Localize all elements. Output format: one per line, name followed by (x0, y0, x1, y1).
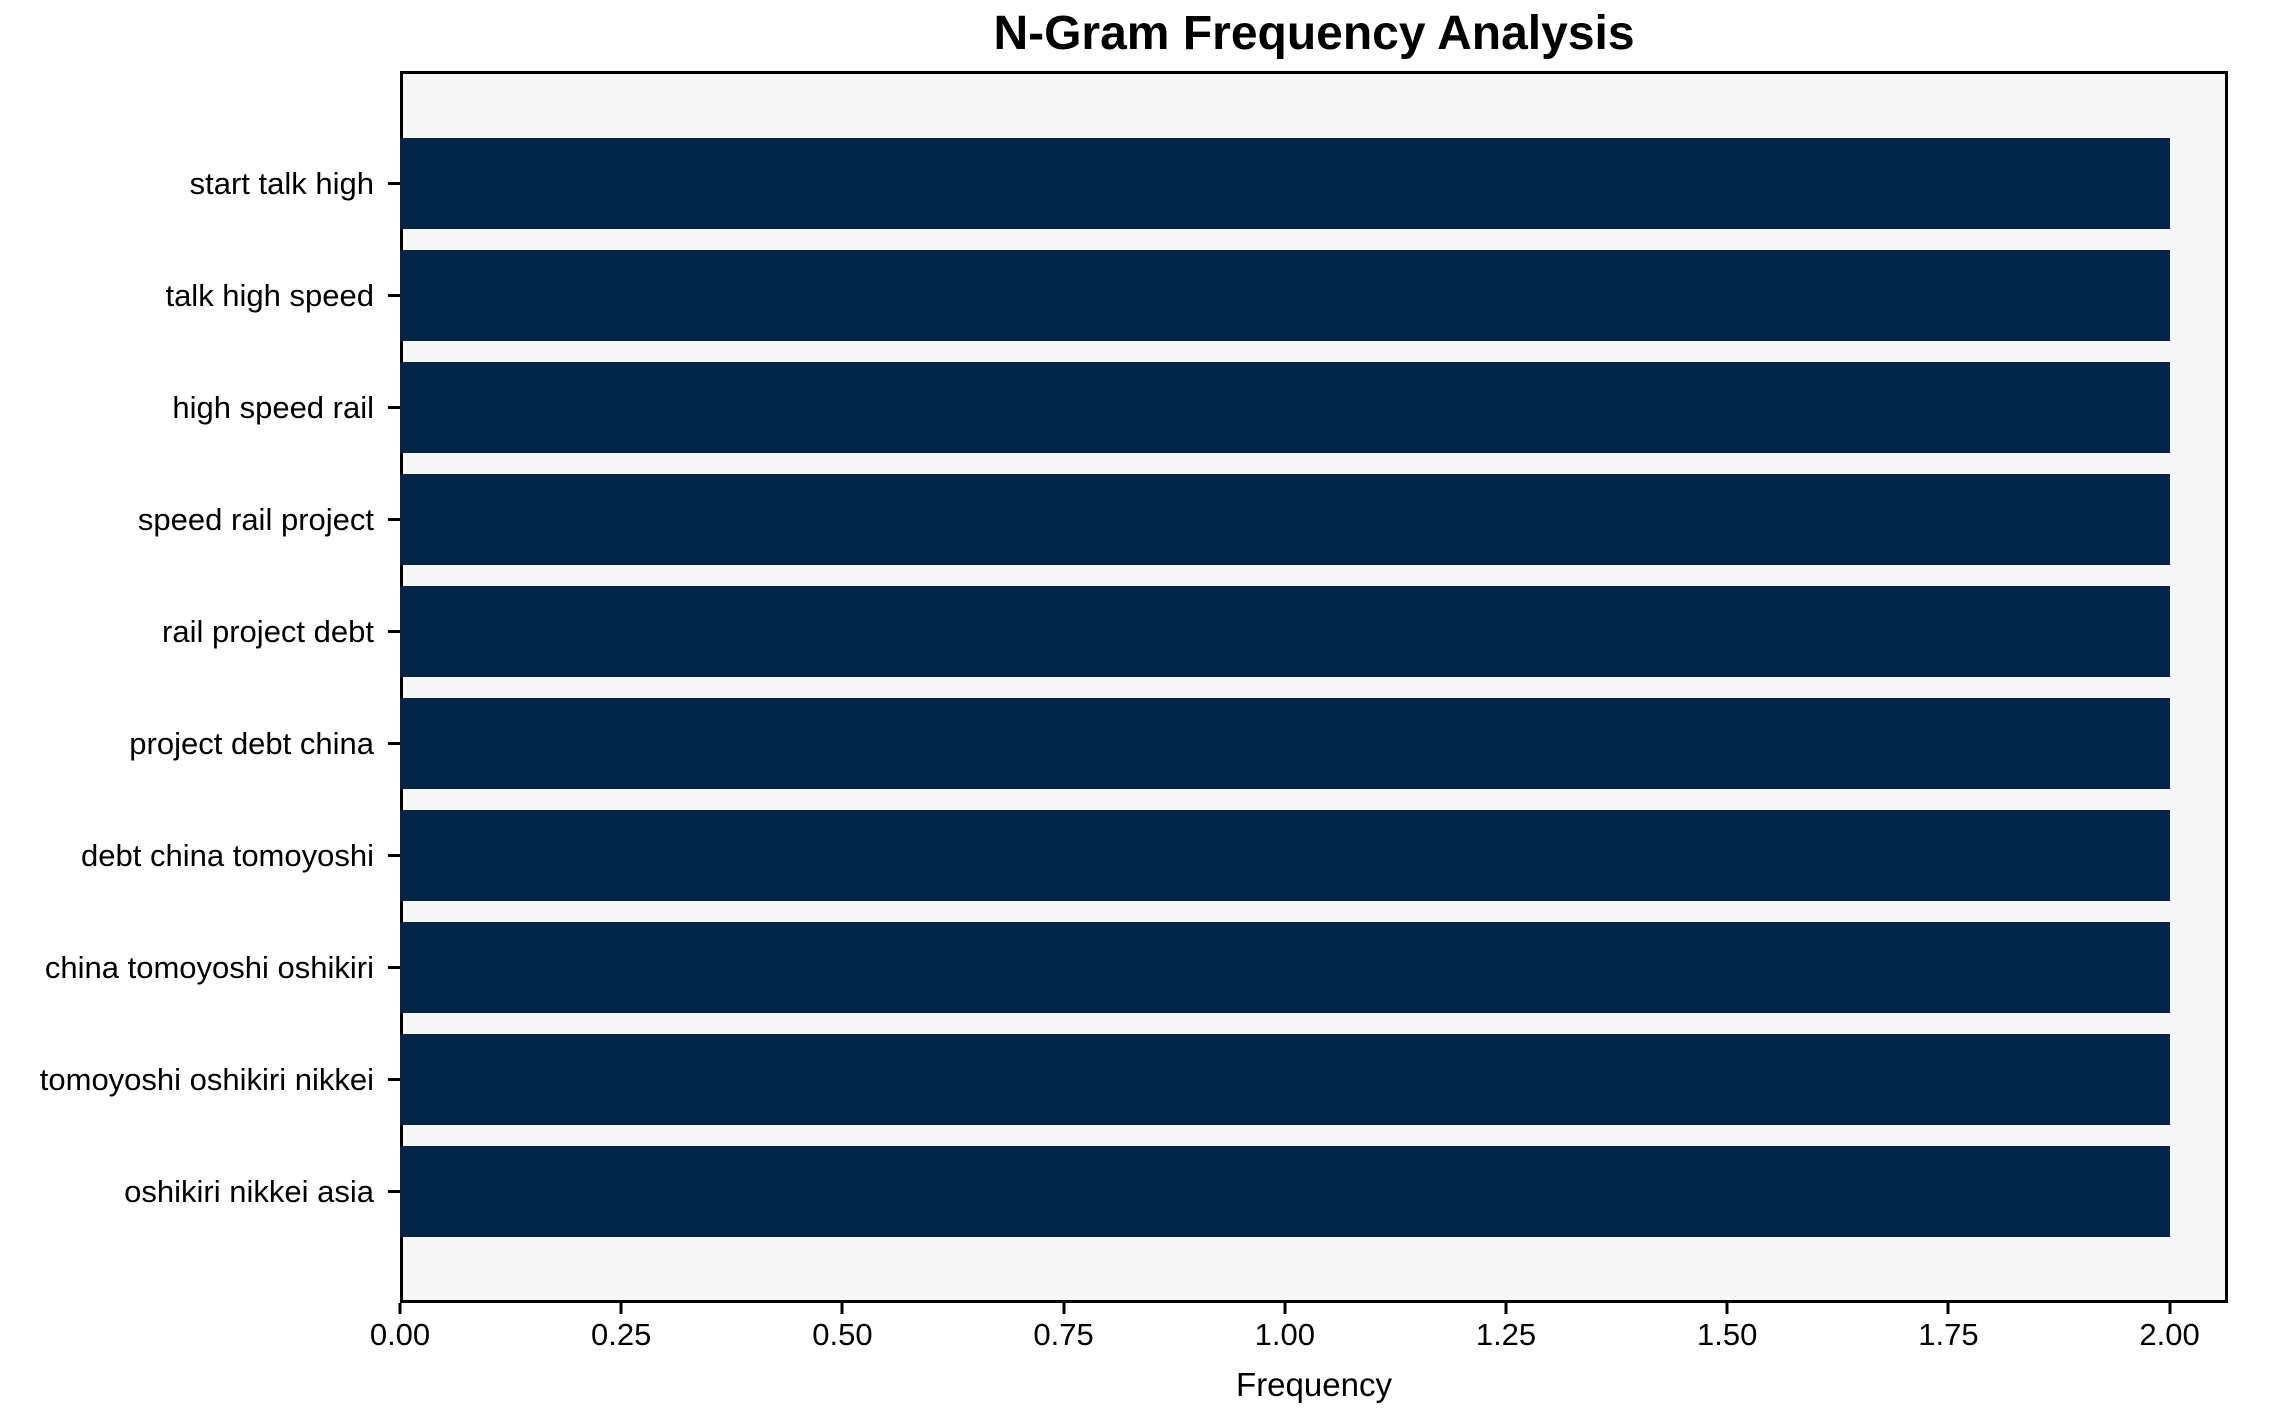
frequency-bar (400, 585, 2170, 677)
bar-row: china tomoyoshi oshikiri (0, 911, 2228, 1023)
x-tick-mark (619, 1303, 623, 1314)
frequency-bar (400, 921, 2170, 1013)
x-tick-mark (398, 1303, 402, 1314)
y-tick-mark (388, 853, 400, 857)
x-tick-label: 1.75 (1918, 1317, 1979, 1352)
frequency-bar (400, 809, 2170, 901)
y-tick-mark (388, 517, 400, 521)
y-tick-mark (388, 629, 400, 633)
x-tick-mark (2168, 1303, 2172, 1314)
bar-track (400, 351, 2228, 463)
bar-row: speed rail project (0, 463, 2228, 575)
x-axis-label: Frequency (1236, 1366, 1392, 1403)
y-tick-mark (388, 1077, 400, 1081)
frequency-bar (400, 361, 2170, 453)
x-tick-label: 1.50 (1697, 1317, 1758, 1352)
bar-row: debt china tomoyoshi (0, 799, 2228, 911)
bar-track (400, 911, 2228, 1023)
x-tick-label: 0.75 (1033, 1317, 1094, 1352)
y-axis-category-label: start talk high (189, 165, 374, 201)
y-axis-category-label: speed rail project (137, 501, 374, 537)
x-tick-mark (1946, 1303, 1950, 1314)
bar-row: project debt china (0, 687, 2228, 799)
frequency-bar (400, 137, 2170, 229)
y-axis-category-label: project debt china (129, 725, 374, 761)
y-tick-mark (388, 1189, 400, 1193)
y-axis-category-label: tomoyoshi oshikiri nikkei (39, 1061, 374, 1097)
bar-row: start talk high (0, 127, 2228, 239)
y-axis-category-label: rail project debt (162, 613, 374, 649)
y-axis-category-label: talk high speed (165, 277, 374, 313)
bar-track (400, 127, 2228, 239)
bar-rows: start talk high talk high speed high speed… (0, 71, 2228, 1303)
bar-track (400, 687, 2228, 799)
x-tick-mark (1283, 1303, 1287, 1314)
y-axis-category-label: debt china tomoyoshi (81, 837, 374, 873)
frequency-bar (400, 1145, 2170, 1237)
bar-track (400, 799, 2228, 911)
y-axis-category-label: oshikiri nikkei asia (124, 1173, 374, 1209)
y-tick-mark (388, 293, 400, 297)
y-tick-mark (388, 965, 400, 969)
frequency-bar (400, 697, 2170, 789)
bar-row: rail project debt (0, 575, 2228, 687)
x-tick-label: 0.25 (591, 1317, 652, 1352)
bar-row: oshikiri nikkei asia (0, 1135, 2228, 1247)
x-tick-mark (840, 1303, 844, 1314)
x-tick-mark (1504, 1303, 1508, 1314)
x-tick-mark (1725, 1303, 1729, 1314)
bar-row: tomoyoshi oshikiri nikkei (0, 1023, 2228, 1135)
x-axis-ticks: 0.00 0.25 0.50 0.75 1.00 1.25 1.50 1.75 2.00 (370, 1303, 2228, 1373)
x-tick-label: 2.00 (2139, 1317, 2200, 1352)
frequency-bar (400, 1033, 2170, 1125)
frequency-bar (400, 249, 2170, 341)
x-tick-label: 0.00 (369, 1317, 431, 1352)
x-tick-label: 1.25 (1475, 1317, 1537, 1352)
bar-row: high speed rail (0, 351, 2228, 463)
bar-track (400, 1023, 2228, 1135)
bar-row: talk high speed (0, 239, 2228, 351)
bar-track (400, 1135, 2228, 1247)
y-tick-mark (388, 405, 400, 409)
bar-track (400, 239, 2228, 351)
chart-title: N-Gram Frequency Analysis (993, 7, 1635, 60)
y-tick-mark (388, 181, 400, 185)
y-tick-mark (388, 741, 400, 745)
y-axis-category-label: china tomoyoshi oshikiri (44, 949, 374, 985)
bar-track (400, 575, 2228, 687)
x-tick-label: 1.00 (1254, 1317, 1315, 1352)
frequency-bar (400, 473, 2170, 565)
x-tick-label: 0.50 (812, 1317, 873, 1352)
bar-track (400, 463, 2228, 575)
y-axis-category-label: high speed rail (172, 389, 374, 425)
x-tick-mark (1062, 1303, 1066, 1314)
